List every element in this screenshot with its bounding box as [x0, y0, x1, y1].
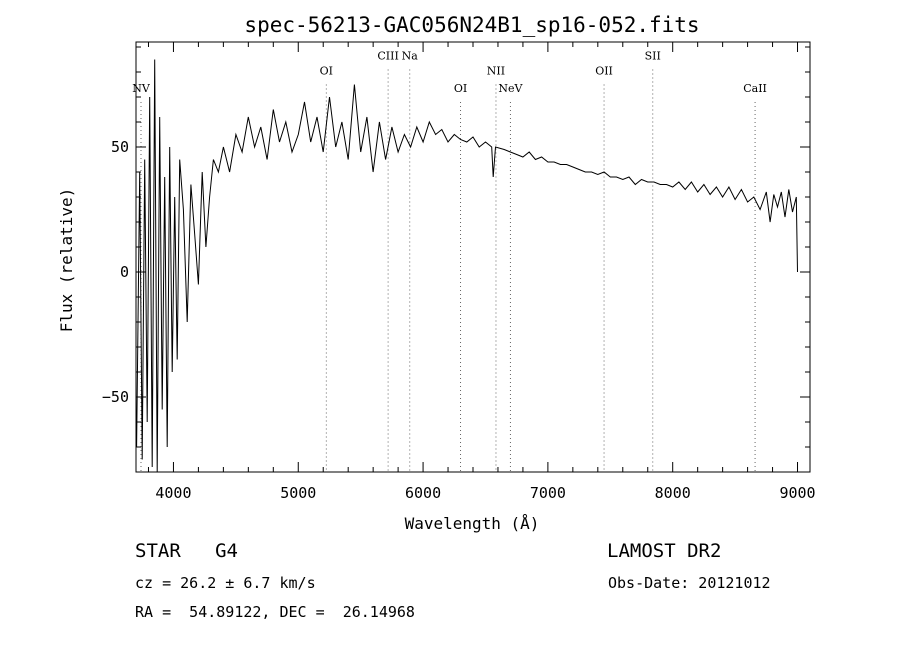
line-label: OII	[595, 65, 613, 78]
line-label: SII	[645, 50, 661, 63]
line-label: OI	[320, 65, 333, 78]
survey-name: LAMOST DR2	[607, 540, 722, 562]
coordinates-text: RA = 54.89122, DEC = 26.14968	[135, 603, 415, 621]
plot-frame	[135, 41, 811, 473]
line-label: NeV	[498, 82, 523, 95]
line-label: NII	[487, 65, 505, 78]
line-label: NV	[132, 82, 151, 95]
x-tick-label: 9000	[779, 484, 815, 502]
redshift-text: cz = 26.2 ± 6.7 km/s	[135, 574, 316, 592]
axis-ticks: 4000 5000 6000 7000 8000 9000 −50 0 50	[102, 42, 816, 502]
x-axis-label: Wavelength (Å)	[405, 514, 540, 533]
spectrum-series	[136, 59, 798, 473]
x-tick-label: 5000	[280, 484, 316, 502]
object-class: STAR G4	[135, 540, 238, 562]
obs-date-text: Obs-Date: 20121012	[608, 574, 771, 592]
plot-frame-rect	[135, 41, 811, 473]
y-axis-label: Flux (relative)	[57, 188, 76, 333]
emission-line-markers: NV OI CIII Na OI NII NeV OII SII CaII	[132, 50, 767, 472]
x-tick-label: 6000	[405, 484, 441, 502]
line-label: Na	[402, 50, 419, 63]
y-tick-label: 50	[111, 138, 129, 156]
x-tick-label: 4000	[155, 484, 191, 502]
chart-title: spec-56213-GAC056N24B1_sp16-052.fits	[244, 13, 699, 37]
x-tick-label: 7000	[530, 484, 566, 502]
x-tick-label: 8000	[655, 484, 691, 502]
line-label: CaII	[743, 82, 767, 95]
line-label: OI	[454, 82, 467, 95]
line-label: CIII	[377, 50, 398, 63]
spectrum-line	[136, 59, 798, 473]
y-tick-label: −50	[102, 388, 129, 406]
y-tick-label: 0	[120, 263, 129, 281]
